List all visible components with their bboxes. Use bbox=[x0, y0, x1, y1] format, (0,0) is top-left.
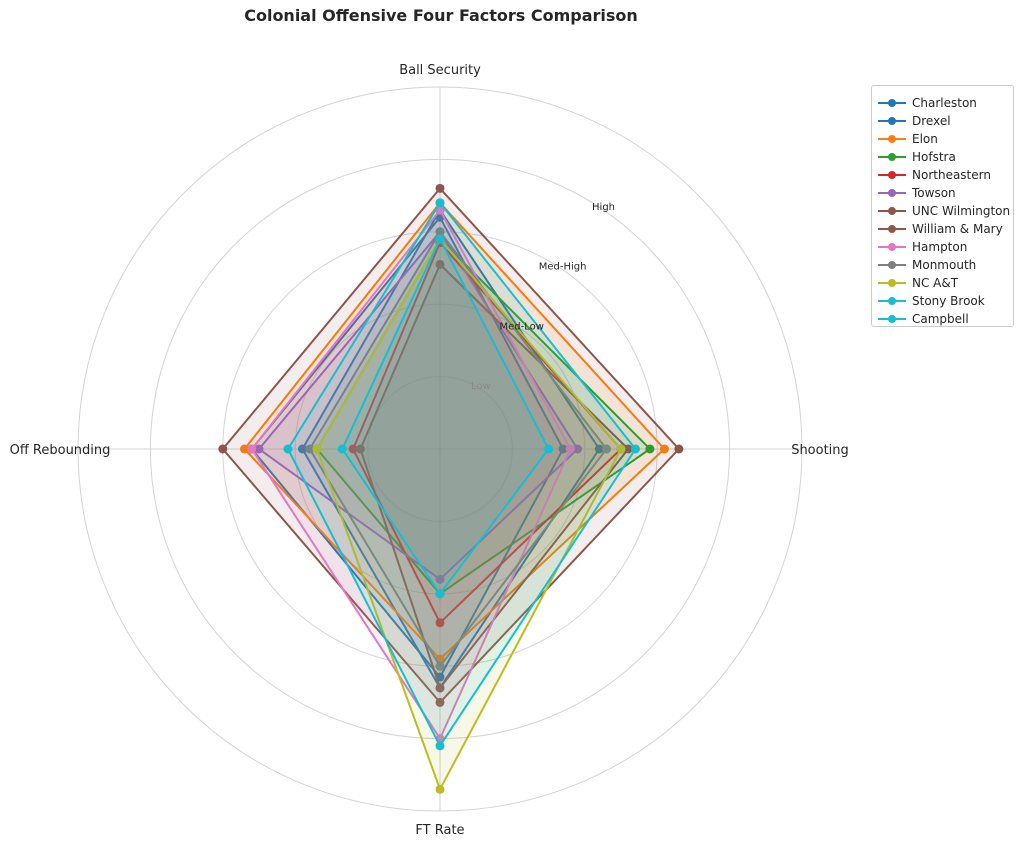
level-label: Med-High bbox=[539, 262, 587, 273]
radar-series bbox=[218, 183, 684, 794]
chart-legend: Charleston Drexel Elon Hofstra Northeastern T… bbox=[871, 85, 1014, 327]
legend-label: Towson bbox=[912, 186, 956, 200]
level-label: High bbox=[592, 202, 615, 213]
legend-swatch bbox=[878, 278, 906, 288]
series-7 bbox=[355, 259, 633, 693]
legend-item: Towson bbox=[872, 184, 1013, 202]
legend-swatch bbox=[878, 152, 906, 162]
legend-swatch bbox=[878, 296, 906, 306]
legend-swatch bbox=[878, 242, 906, 252]
data-point bbox=[435, 661, 445, 671]
legend-item: Hampton bbox=[872, 238, 1013, 256]
legend-label: William & Mary bbox=[912, 222, 1003, 236]
data-point bbox=[254, 444, 264, 454]
radar-labels: Ball Security Shooting FT Rate Off Reboundi… bbox=[10, 63, 849, 838]
legend-label: Monmouth bbox=[912, 258, 977, 272]
legend-item: Drexel bbox=[872, 112, 1013, 130]
series-6 bbox=[218, 183, 684, 707]
level-label: Med-Low bbox=[500, 321, 544, 332]
data-point bbox=[674, 444, 684, 454]
axis-label: Off Rebounding bbox=[10, 443, 111, 458]
data-point bbox=[435, 234, 445, 244]
level-label: Low bbox=[471, 381, 491, 392]
data-point bbox=[544, 444, 554, 454]
data-point bbox=[355, 444, 365, 454]
legend-item: UNC Wilmington bbox=[872, 202, 1013, 220]
axis-label: Shooting bbox=[791, 443, 849, 458]
data-point bbox=[297, 444, 307, 454]
chart-title: Colonial Offensive Four Factors Comparis… bbox=[244, 6, 638, 25]
legend-item: Stony Brook bbox=[872, 292, 1013, 310]
series-12 bbox=[337, 234, 554, 599]
legend-item: Hofstra bbox=[872, 148, 1013, 166]
data-point bbox=[573, 444, 583, 454]
data-point bbox=[305, 444, 315, 454]
legend-item: NC A&T bbox=[872, 274, 1013, 292]
data-point bbox=[312, 444, 322, 454]
data-point bbox=[435, 574, 445, 584]
data-point bbox=[348, 444, 358, 454]
legend-label: Hampton bbox=[912, 240, 968, 254]
axis-label: Ball Security bbox=[399, 63, 481, 78]
data-point bbox=[616, 444, 626, 454]
data-point bbox=[435, 589, 445, 599]
series-11 bbox=[283, 198, 640, 751]
legend-label: NC A&T bbox=[912, 276, 959, 290]
legend-swatch bbox=[878, 98, 906, 108]
data-point bbox=[283, 444, 293, 454]
data-point bbox=[240, 444, 250, 454]
legend-item: Northeastern bbox=[872, 166, 1013, 184]
data-point bbox=[218, 444, 228, 454]
data-point bbox=[659, 444, 669, 454]
legend-swatch bbox=[878, 116, 906, 126]
legend-swatch bbox=[878, 188, 906, 198]
legend-label: Northeastern bbox=[912, 168, 991, 182]
data-point bbox=[602, 444, 612, 454]
axis-label: FT Rate bbox=[415, 823, 464, 838]
data-point bbox=[645, 444, 655, 454]
legend-item: Monmouth bbox=[872, 256, 1013, 274]
data-point bbox=[623, 444, 633, 454]
legend-item: Campbell bbox=[872, 310, 1013, 328]
data-point bbox=[435, 259, 445, 269]
legend-swatch bbox=[878, 260, 906, 270]
data-point bbox=[337, 444, 347, 454]
legend-item: Elon bbox=[872, 130, 1013, 148]
data-point bbox=[435, 227, 445, 237]
legend-swatch bbox=[878, 224, 906, 234]
legend-label: Elon bbox=[912, 132, 938, 146]
legend-label: Charleston bbox=[912, 96, 977, 110]
data-point bbox=[565, 444, 575, 454]
data-point bbox=[435, 683, 445, 693]
legend-label: Campbell bbox=[912, 312, 969, 326]
legend-label: Drexel bbox=[912, 114, 951, 128]
data-point bbox=[435, 784, 445, 794]
legend-swatch bbox=[878, 314, 906, 324]
data-point bbox=[435, 198, 445, 208]
data-point bbox=[630, 444, 640, 454]
legend-label: Stony Brook bbox=[912, 294, 985, 308]
data-point bbox=[558, 444, 568, 454]
data-point bbox=[435, 618, 445, 628]
data-point bbox=[594, 444, 604, 454]
data-point bbox=[247, 444, 257, 454]
legend-item: William & Mary bbox=[872, 220, 1013, 238]
data-point bbox=[435, 183, 445, 193]
legend-swatch bbox=[878, 206, 906, 216]
legend-swatch bbox=[878, 170, 906, 180]
legend-item: Charleston bbox=[872, 94, 1013, 112]
legend-label: UNC Wilmington bbox=[912, 204, 1011, 218]
data-point bbox=[435, 697, 445, 707]
series-9 bbox=[305, 227, 612, 671]
legend-label: Hofstra bbox=[912, 150, 956, 164]
data-point bbox=[435, 741, 445, 751]
legend-swatch bbox=[878, 134, 906, 144]
